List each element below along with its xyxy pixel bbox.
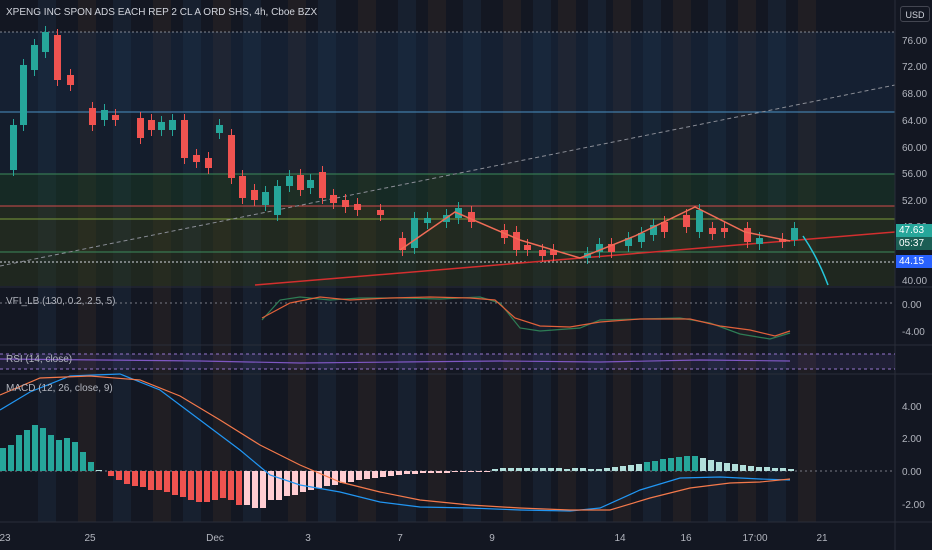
time-tick-label: 23 <box>0 533 11 544</box>
price-tick-label: 40.00 <box>902 276 927 287</box>
rsi-label[interactable]: RSI (14, close) <box>6 354 73 365</box>
price-tick-label: 52.00 <box>902 196 927 207</box>
price-tick-label: 56.00 <box>902 169 927 180</box>
vfi-pane <box>0 296 895 340</box>
time-tick-label: 17:00 <box>742 533 767 544</box>
time-tick-label: 9 <box>489 533 495 544</box>
time-tick-label: Dec <box>206 533 224 544</box>
dashed-trend-line[interactable] <box>0 84 896 267</box>
price-zones <box>0 32 895 286</box>
time-tick-label: 3 <box>305 533 311 544</box>
macd-tick-label: 2.00 <box>902 434 922 445</box>
candlestick-series <box>10 26 798 264</box>
time-tick-label: 7 <box>397 533 403 544</box>
macd-tick-label: 0.00 <box>902 467 922 478</box>
price-tick-label: 72.00 <box>902 62 927 73</box>
horizontal-levels <box>0 31 895 263</box>
time-axis[interactable]: 23 25 Dec 3 7 9 14 16 17:00 21 <box>0 533 828 544</box>
price-tick-label: 68.00 <box>902 89 927 100</box>
time-tick-label: 16 <box>680 533 692 544</box>
chart-title: XPENG INC SPON ADS EACH REP 2 CL A ORD S… <box>6 7 318 18</box>
vfi-axis: 0.00 -4.00 <box>902 300 925 338</box>
time-tick-label: 14 <box>614 533 626 544</box>
macd-tick-label: -2.00 <box>902 500 925 511</box>
session-stripes <box>38 0 816 522</box>
vfi-label[interactable]: VFI_LB (130, 0.2, 2.5, 5) <box>6 296 116 307</box>
vfi-tick-label: -4.00 <box>902 327 925 338</box>
macd-label[interactable]: MACD (12, 26, close, 9) <box>6 383 113 394</box>
macd-tick-label: 4.00 <box>902 402 922 413</box>
vfi-tick-label: 0.00 <box>902 300 922 311</box>
time-tick-label: 21 <box>816 533 828 544</box>
macd-axis: 4.00 2.00 0.00 -2.00 <box>902 402 925 511</box>
countdown-badge: 05:37 <box>896 237 932 250</box>
price-tick-label: 76.00 <box>902 36 927 47</box>
last-price-badge: 47.63 <box>896 224 932 237</box>
time-tick-label: 25 <box>84 533 96 544</box>
rsi-pane <box>0 353 895 370</box>
price-tick-label: 64.00 <box>902 116 927 127</box>
currency-button[interactable]: USD <box>900 6 930 22</box>
level-badge: 44.15 <box>896 255 932 268</box>
zigzag-pattern[interactable] <box>399 206 791 259</box>
macd-pane <box>0 373 895 512</box>
price-tick-label: 60.00 <box>902 143 927 154</box>
projection-curve <box>802 235 829 286</box>
